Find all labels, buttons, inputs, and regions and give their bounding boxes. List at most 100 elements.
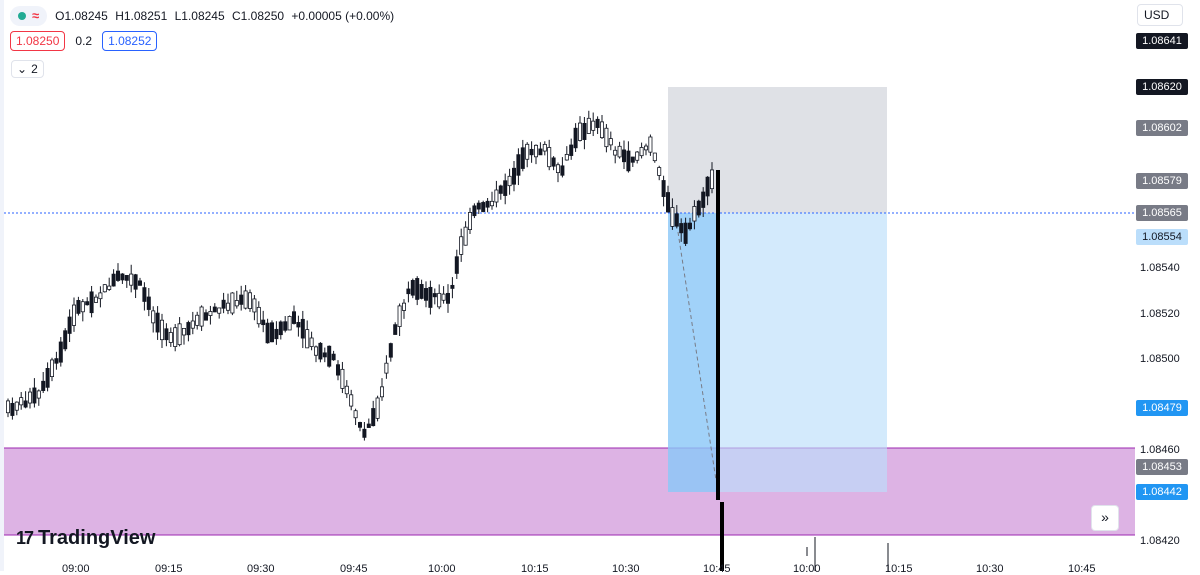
symbol-pill[interactable]: ≈ xyxy=(10,6,48,26)
candle-body xyxy=(432,293,437,298)
candle-body xyxy=(195,314,200,326)
candle-body xyxy=(450,284,455,289)
candle-body xyxy=(635,151,640,161)
axis-tick-3: 1.08500 xyxy=(1140,353,1180,365)
candle-body xyxy=(648,136,653,153)
candle-body xyxy=(247,292,252,309)
candle-body xyxy=(564,153,569,161)
candle-body xyxy=(322,352,327,358)
candle-body xyxy=(494,189,499,203)
candle-body xyxy=(441,293,446,301)
candle-body xyxy=(362,428,367,438)
candle-body xyxy=(243,290,248,309)
tradingview-logo: 17 TradingView xyxy=(16,527,155,550)
candle-body xyxy=(542,143,547,152)
candle-body xyxy=(692,206,697,222)
candle-body xyxy=(41,380,46,391)
candle-body xyxy=(296,322,301,328)
candle-body xyxy=(265,322,270,344)
candle-body xyxy=(573,127,578,149)
collapse-indicators-button[interactable]: ⌄ 2 xyxy=(11,60,44,78)
candle-body xyxy=(644,145,649,151)
candle-body xyxy=(472,205,477,217)
candle-body xyxy=(529,148,534,156)
candle-body xyxy=(401,302,406,311)
ohlc-values: O1.08245 H1.08251 L1.08245 C1.08250 +0.0… xyxy=(55,9,398,23)
candle-body xyxy=(14,401,19,411)
candle-body xyxy=(445,292,450,304)
candle-body xyxy=(177,323,182,346)
ohlc-change: +0.00005 (+0.00%) xyxy=(291,9,395,23)
candle-body xyxy=(225,302,230,311)
double-chevron-right-icon: » xyxy=(1101,509,1109,525)
candle-body xyxy=(19,397,24,406)
candle-body xyxy=(168,332,173,343)
candle-body xyxy=(76,300,81,314)
candle-body xyxy=(27,391,32,404)
candle-body xyxy=(305,329,310,349)
buy-button[interactable]: 1.08252 xyxy=(102,31,158,51)
candle-body xyxy=(155,312,160,333)
tradingview-logo-icon: 17 xyxy=(16,528,34,548)
price-label-entry: 1.08554 xyxy=(1136,229,1188,245)
candle-body xyxy=(674,213,679,227)
marker-bar-2 xyxy=(720,502,724,571)
marker-bar-1 xyxy=(716,170,720,500)
time-label-8: 10:45 xyxy=(703,563,731,575)
candle-body xyxy=(80,301,85,313)
candle-body xyxy=(85,301,90,306)
candle-body xyxy=(586,117,591,134)
candle-body xyxy=(32,387,37,404)
candle-body xyxy=(595,118,600,128)
ohlc-high: H1.08251 xyxy=(115,9,168,23)
candle-body xyxy=(604,127,609,148)
candle-body xyxy=(357,422,362,428)
candle-body xyxy=(54,358,59,364)
candle-body xyxy=(327,345,332,367)
candle-body xyxy=(203,312,208,321)
candle-body xyxy=(45,368,50,388)
candle-body xyxy=(666,192,671,213)
candle-body xyxy=(309,337,314,347)
candle-body xyxy=(137,280,142,286)
scroll-to-realtime-button[interactable]: » xyxy=(1091,505,1119,531)
candle-body xyxy=(269,322,274,343)
time-label-5: 10:00 xyxy=(428,563,456,575)
candle-body xyxy=(683,222,688,244)
candle-body xyxy=(102,284,107,293)
time-label-2: 09:15 xyxy=(155,563,183,575)
candle-body xyxy=(181,327,186,336)
candle-body xyxy=(353,410,358,419)
candle-body xyxy=(190,320,195,329)
candle-body xyxy=(283,321,288,331)
candle-body xyxy=(6,400,11,414)
candle-body xyxy=(406,288,411,295)
candle-body xyxy=(613,149,618,156)
candle-body xyxy=(600,121,605,139)
demand-zone[interactable] xyxy=(4,448,1135,535)
currency-button[interactable]: USD xyxy=(1137,4,1183,26)
candle-body xyxy=(261,319,266,326)
candle-body xyxy=(397,305,402,327)
sell-button[interactable]: 1.08250 xyxy=(10,31,66,51)
candle-body xyxy=(507,175,512,187)
candle-body xyxy=(111,273,116,287)
candle-body xyxy=(274,328,279,340)
market-status-icon xyxy=(18,12,26,20)
candle-body xyxy=(661,180,666,197)
candle-body xyxy=(199,306,204,327)
ohlc-low: L1.08245 xyxy=(174,9,225,23)
take-profit-zone[interactable] xyxy=(668,213,887,492)
candle-body xyxy=(657,167,662,176)
candle-body xyxy=(428,286,433,308)
chevron-down-icon: ⌄ xyxy=(17,62,28,76)
stop-loss-zone[interactable] xyxy=(668,87,887,213)
candle-body xyxy=(652,152,657,162)
candle-body xyxy=(489,200,494,207)
candle-body xyxy=(393,324,398,335)
candle-body xyxy=(481,202,486,212)
candle-body xyxy=(234,300,239,307)
candle-body xyxy=(291,311,296,324)
chart-legend: ≈ O1.08245 H1.08251 L1.08245 C1.08250 +0… xyxy=(10,6,398,26)
